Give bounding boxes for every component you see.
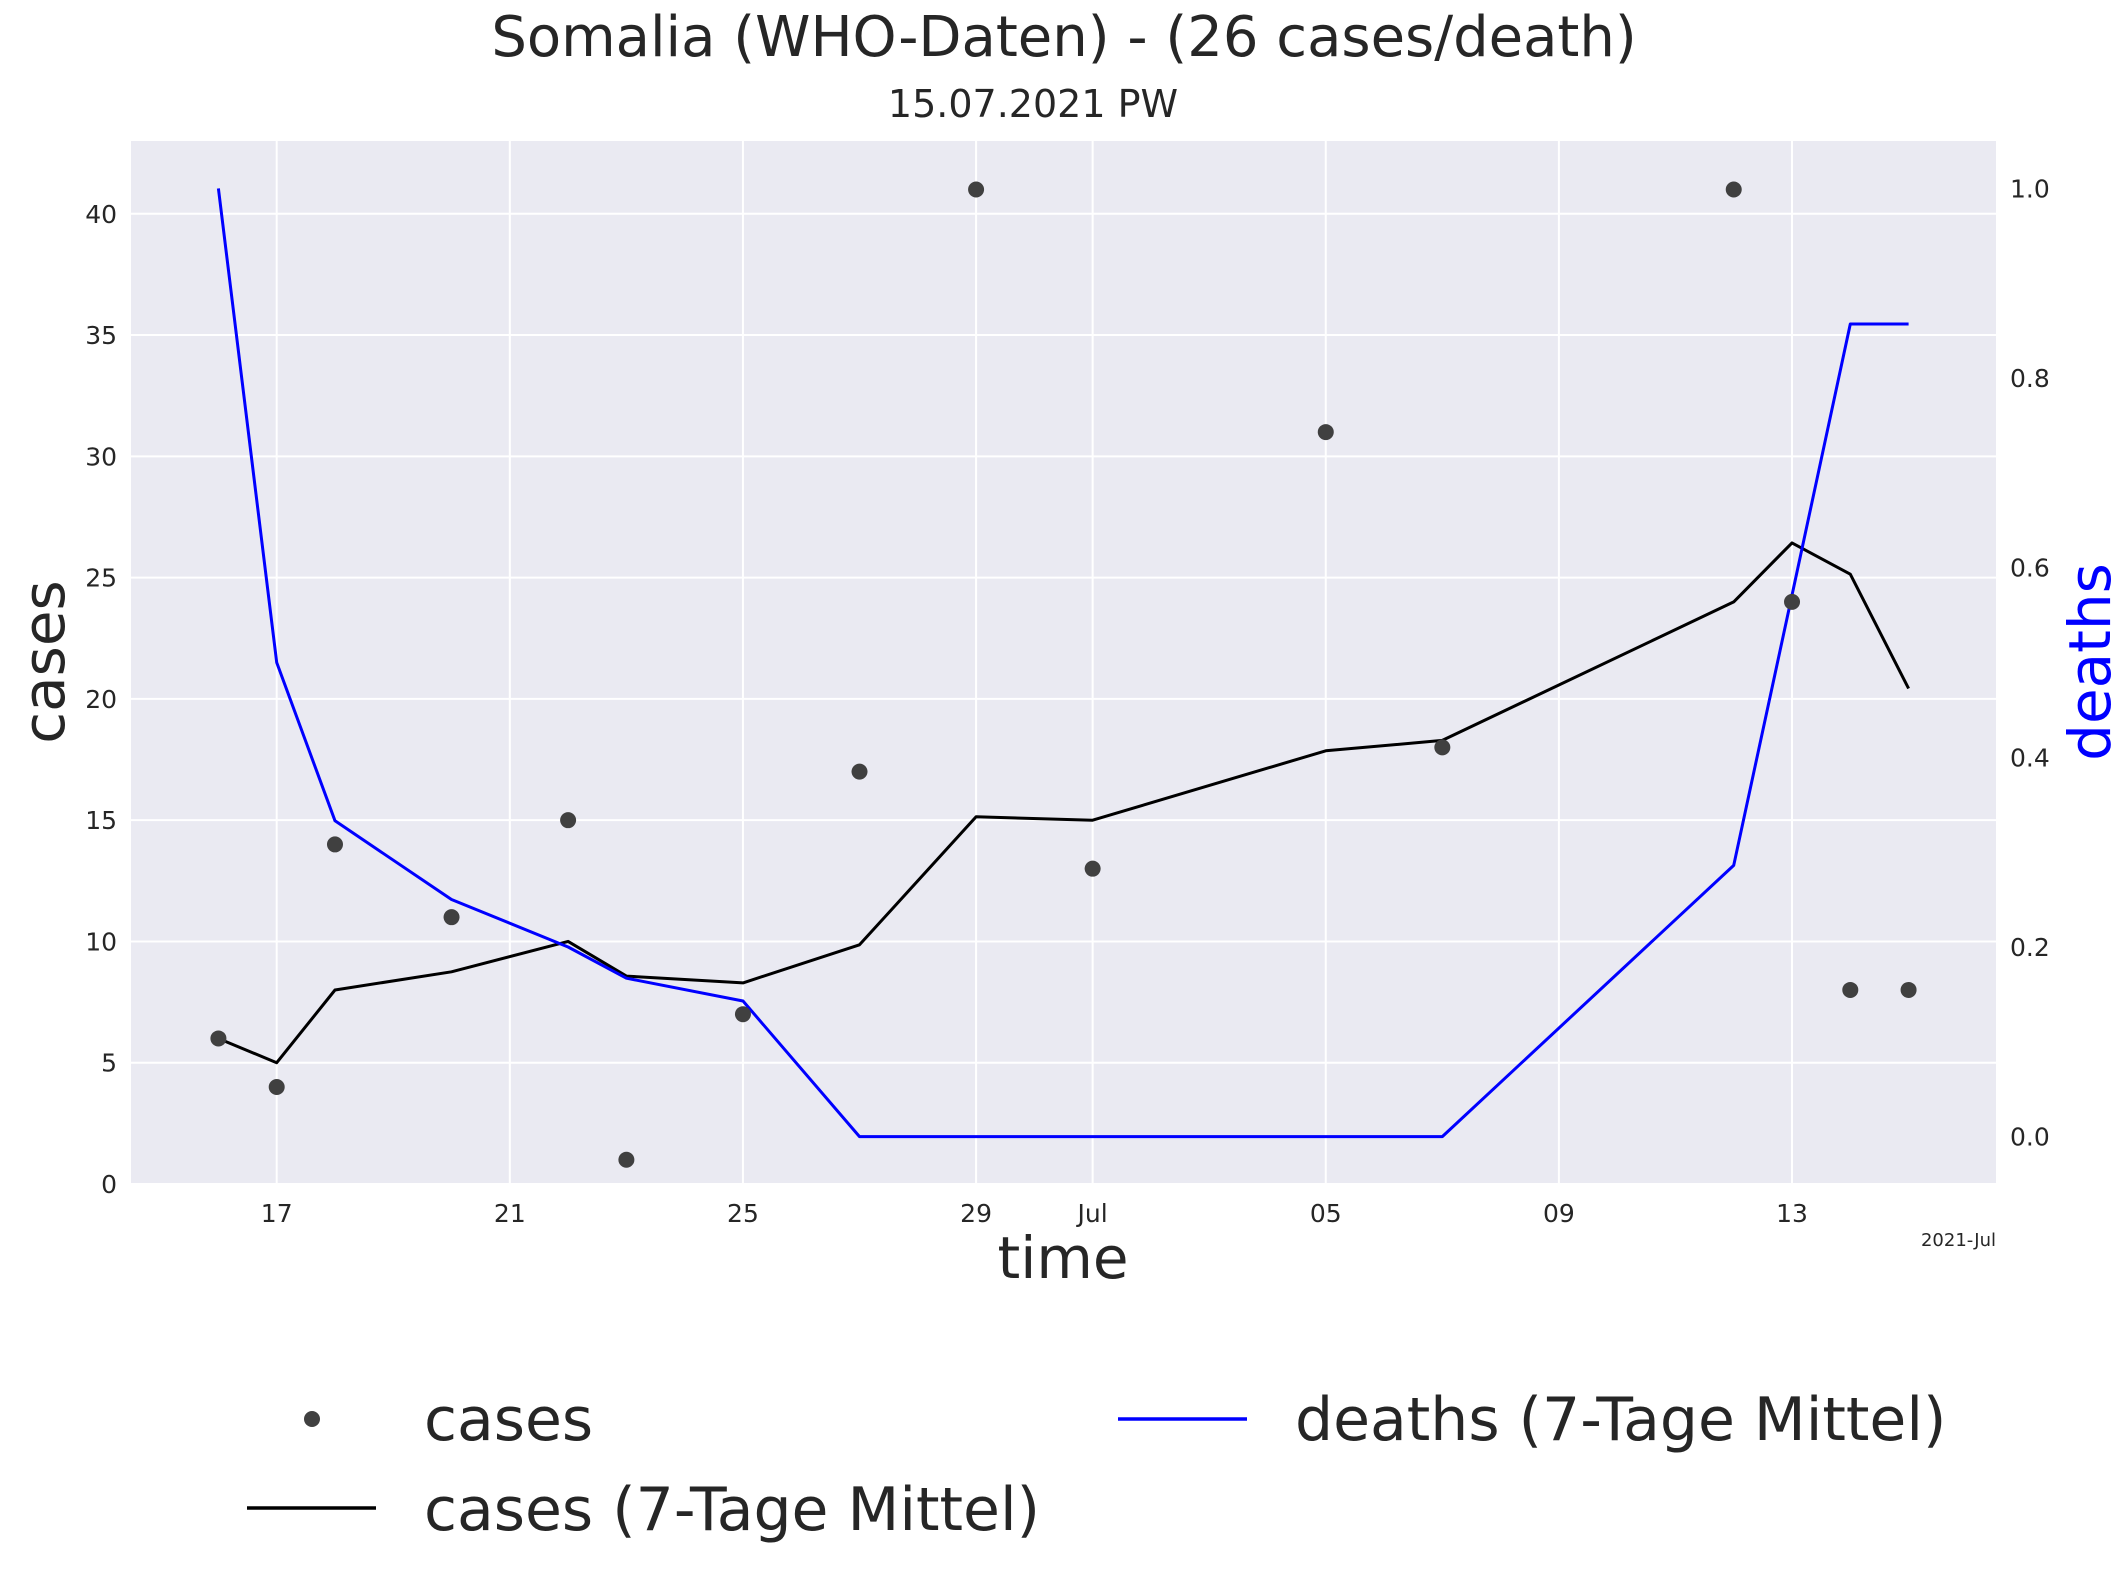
data-point xyxy=(443,909,460,926)
y-tick-label: 5 xyxy=(101,1049,117,1078)
series-points xyxy=(210,181,1917,1168)
y2-tick-label: 0.4 xyxy=(2010,743,2050,772)
data-point xyxy=(326,836,343,853)
x-axis-label: time xyxy=(997,1224,1128,1292)
series-line-1 xyxy=(217,541,1910,1065)
data-point xyxy=(851,763,868,780)
legend-label-cases: cases xyxy=(424,1385,593,1455)
y-tick-label: 0 xyxy=(101,1170,117,1199)
y2-tick-label: 0.8 xyxy=(2010,364,2050,393)
x-tick-label: Jul xyxy=(1076,1199,1108,1228)
data-point xyxy=(1725,181,1742,198)
legend-marker-cases xyxy=(304,1411,320,1427)
x-axis-ticks: 17 21 25 29 Jul 05 09 13 xyxy=(261,1199,1808,1228)
data-point xyxy=(1784,593,1801,610)
y-tick-label: 40 xyxy=(85,200,117,229)
y2-axis-ticks: 0.0 0.2 0.4 0.6 0.8 1.0 xyxy=(2010,174,2050,1151)
x-tick-label: 29 xyxy=(960,1199,992,1228)
y-axis-label: cases xyxy=(10,580,78,744)
x-tick-label: 09 xyxy=(1543,1199,1575,1228)
legend: cases cases (7-Tage Mittel) deaths (7-Ta… xyxy=(247,1385,1946,1545)
y2-tick-label: 1.0 xyxy=(2010,174,2050,203)
y-tick-label: 15 xyxy=(85,806,117,835)
data-point xyxy=(1084,860,1101,877)
data-point xyxy=(210,1030,227,1047)
y2-tick-label: 0.6 xyxy=(2010,554,2050,583)
x-tick-label: 13 xyxy=(1776,1199,1808,1228)
y-axis-ticks: 0 5 10 15 20 25 30 35 40 xyxy=(85,200,117,1199)
series-line-2 xyxy=(216,188,1909,1139)
legend-label-cases-avg: cases (7-Tage Mittel) xyxy=(424,1475,1040,1545)
data-point xyxy=(968,181,985,198)
y-tick-label: 10 xyxy=(85,927,117,956)
plot-area xyxy=(131,141,1996,1184)
series-lines xyxy=(216,188,1910,1139)
data-point xyxy=(1434,739,1451,756)
y-tick-label: 30 xyxy=(85,442,117,471)
data-point xyxy=(1317,424,1334,441)
y2-tick-label: 0.0 xyxy=(2010,1123,2050,1152)
y-tick-label: 25 xyxy=(85,564,117,593)
x-offset-text: 2021-Jul xyxy=(1921,1230,1996,1251)
chart-title: Somalia (WHO-Daten) - (26 cases/death) xyxy=(491,5,1636,70)
y2-axis-label: deaths xyxy=(2056,563,2124,761)
y-tick-label: 20 xyxy=(85,685,117,714)
x-tick-label: 17 xyxy=(261,1199,293,1228)
chart-subtitle: 15.07.2021 PW xyxy=(888,82,1178,126)
x-tick-label: 05 xyxy=(1310,1199,1342,1228)
x-tick-label: 21 xyxy=(494,1199,526,1228)
x-tick-label: 25 xyxy=(727,1199,759,1228)
data-point xyxy=(1842,981,1859,998)
data-point xyxy=(1900,981,1917,998)
data-point xyxy=(618,1151,635,1168)
y2-tick-label: 0.2 xyxy=(2010,933,2050,962)
data-point xyxy=(268,1078,285,1095)
data-point xyxy=(560,812,577,829)
grid-lines xyxy=(131,141,1996,1185)
data-point xyxy=(734,1006,751,1023)
legend-label-deaths-avg: deaths (7-Tage Mittel) xyxy=(1295,1385,1946,1455)
y-tick-label: 35 xyxy=(85,321,117,350)
